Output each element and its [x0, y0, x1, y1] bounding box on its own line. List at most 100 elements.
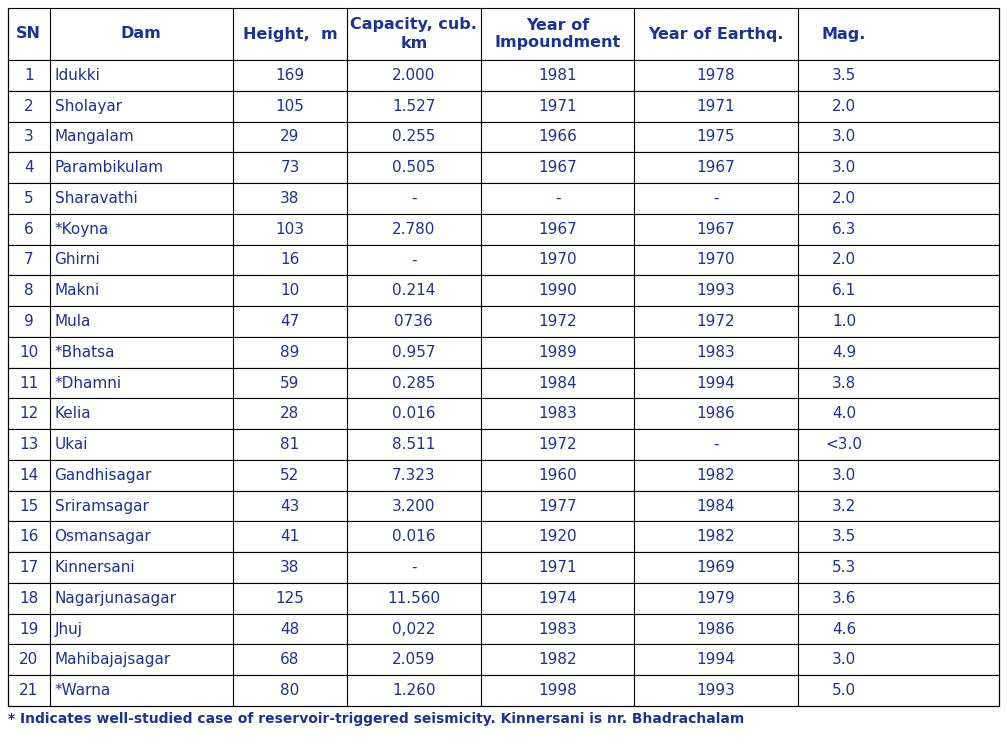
Bar [8, 644, 999, 675]
Text: 1982: 1982 [697, 530, 735, 544]
Bar [8, 60, 999, 91]
Text: Nagarjunasagar: Nagarjunasagar [54, 591, 176, 606]
Text: Dam: Dam [121, 26, 162, 41]
Text: -: - [713, 191, 719, 206]
Text: 2: 2 [24, 99, 33, 114]
Text: 73: 73 [280, 160, 300, 176]
Text: 1993: 1993 [697, 683, 735, 698]
Text: 20: 20 [19, 652, 38, 668]
Text: 3.0: 3.0 [832, 130, 856, 145]
Text: Year of
Impoundment: Year of Impoundment [494, 17, 620, 50]
Text: 1972: 1972 [538, 437, 577, 452]
Text: 1978: 1978 [697, 68, 735, 83]
Text: 1967: 1967 [697, 160, 735, 176]
Bar [8, 183, 999, 214]
Text: 29: 29 [280, 130, 300, 145]
Bar [8, 91, 999, 122]
Text: 1994: 1994 [697, 652, 735, 668]
Text: 2.0: 2.0 [832, 99, 856, 114]
Text: 1983: 1983 [538, 622, 577, 637]
Text: 0.505: 0.505 [392, 160, 435, 176]
Text: Makni: Makni [54, 284, 100, 298]
Bar [8, 490, 999, 521]
Text: 2.780: 2.780 [392, 222, 435, 237]
Text: <3.0: <3.0 [826, 437, 862, 452]
Text: Year of Earthq.: Year of Earthq. [649, 26, 783, 41]
Text: 16: 16 [280, 253, 300, 268]
Text: 8.511: 8.511 [392, 437, 435, 452]
Text: 6: 6 [24, 222, 33, 237]
Bar [8, 583, 999, 614]
Text: Jhuj: Jhuj [54, 622, 83, 637]
Text: Sriramsagar: Sriramsagar [54, 499, 148, 514]
Text: 11.560: 11.560 [388, 591, 440, 606]
Text: 89: 89 [280, 345, 300, 360]
Text: * Indicates well-studied case of reservoir-triggered seismicity. Kinnersani is n: * Indicates well-studied case of reservo… [8, 712, 744, 726]
Text: Mag.: Mag. [822, 26, 866, 41]
Text: 1971: 1971 [538, 99, 577, 114]
Text: Kinnersani: Kinnersani [54, 560, 135, 575]
Text: 0.285: 0.285 [392, 376, 435, 391]
Bar [8, 306, 999, 337]
Text: 0736: 0736 [395, 314, 433, 329]
Text: *Bhatsa: *Bhatsa [54, 345, 115, 360]
Text: 1994: 1994 [697, 376, 735, 391]
Text: 52: 52 [280, 468, 299, 483]
Text: Height,  m: Height, m [243, 26, 337, 41]
Text: Osmansagar: Osmansagar [54, 530, 151, 544]
Text: 7: 7 [24, 253, 33, 268]
Text: 3.6: 3.6 [832, 591, 856, 606]
Text: 3.200: 3.200 [392, 499, 436, 514]
Text: 41: 41 [280, 530, 299, 544]
Text: 2.000: 2.000 [392, 68, 435, 83]
Text: 59: 59 [280, 376, 300, 391]
Text: 1986: 1986 [697, 622, 735, 637]
Text: *Warna: *Warna [54, 683, 111, 698]
Text: 3.0: 3.0 [832, 652, 856, 668]
Text: 1986: 1986 [697, 406, 735, 422]
Text: Parambikulam: Parambikulam [54, 160, 164, 176]
Text: 1970: 1970 [538, 253, 577, 268]
Bar [8, 368, 999, 398]
Text: 68: 68 [280, 652, 300, 668]
Text: 1972: 1972 [538, 314, 577, 329]
Text: Sholayar: Sholayar [54, 99, 122, 114]
Text: 1966: 1966 [538, 130, 577, 145]
Text: 1972: 1972 [697, 314, 735, 329]
Text: 1983: 1983 [538, 406, 577, 422]
Text: 21: 21 [19, 683, 38, 698]
Text: 169: 169 [275, 68, 304, 83]
Text: 1982: 1982 [538, 652, 577, 668]
Text: 1989: 1989 [538, 345, 577, 360]
Text: 1974: 1974 [538, 591, 577, 606]
Text: *Koyna: *Koyna [54, 222, 109, 237]
Text: 6.1: 6.1 [832, 284, 856, 298]
Bar [8, 398, 999, 429]
Text: 1982: 1982 [697, 468, 735, 483]
Text: Ukai: Ukai [54, 437, 89, 452]
Text: 1971: 1971 [697, 99, 735, 114]
Text: 38: 38 [280, 191, 300, 206]
Text: 48: 48 [280, 622, 299, 637]
Bar [8, 214, 999, 244]
Text: 2.0: 2.0 [832, 253, 856, 268]
Text: 1969: 1969 [697, 560, 735, 575]
Text: -: - [411, 191, 417, 206]
Text: 16: 16 [19, 530, 38, 544]
Text: 1981: 1981 [538, 68, 577, 83]
Text: 18: 18 [19, 591, 38, 606]
Text: 9: 9 [24, 314, 33, 329]
Text: 1967: 1967 [697, 222, 735, 237]
Text: 3.0: 3.0 [832, 468, 856, 483]
Text: 12: 12 [19, 406, 38, 422]
Text: Sharavathi: Sharavathi [54, 191, 137, 206]
Text: 1984: 1984 [538, 376, 577, 391]
Text: 0.016: 0.016 [392, 530, 436, 544]
Text: 17: 17 [19, 560, 38, 575]
Text: -: - [411, 560, 417, 575]
Text: 3.0: 3.0 [832, 160, 856, 176]
Bar [8, 675, 999, 706]
Text: 4.6: 4.6 [832, 622, 856, 637]
Text: 1998: 1998 [538, 683, 577, 698]
Text: *Dhamni: *Dhamni [54, 376, 122, 391]
